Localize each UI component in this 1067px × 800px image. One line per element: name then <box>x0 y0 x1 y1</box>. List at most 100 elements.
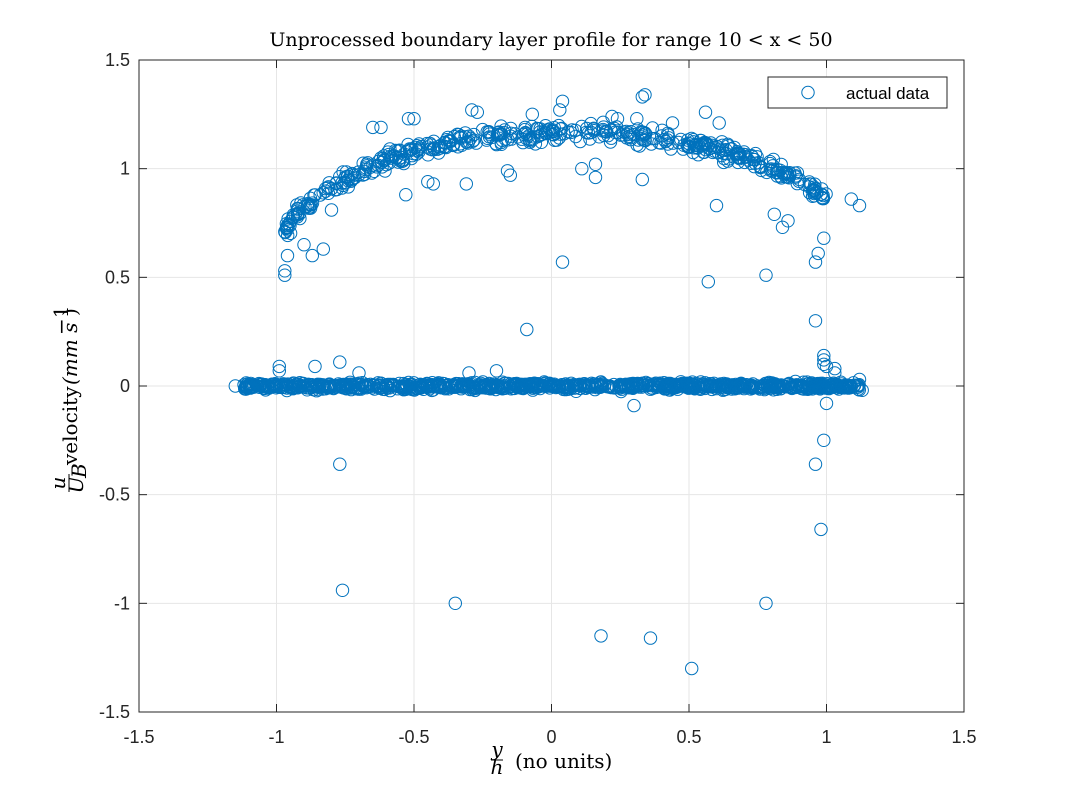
data-point <box>451 377 465 391</box>
data-point <box>465 380 479 394</box>
data-point <box>503 168 517 182</box>
data-point <box>446 138 461 152</box>
data-point <box>811 246 825 261</box>
data-point <box>596 122 610 137</box>
data-point <box>817 353 831 367</box>
data-point <box>665 380 679 394</box>
data-point <box>482 379 496 393</box>
data-point <box>673 377 688 391</box>
data-point <box>806 380 820 395</box>
data-point <box>329 176 343 191</box>
x-tick-label: -0.5 <box>398 727 429 747</box>
data-point <box>528 378 543 392</box>
data-point <box>610 112 625 126</box>
data-point <box>228 379 243 393</box>
data-point <box>830 379 844 393</box>
data-point <box>469 136 483 150</box>
y-tick-label: 0 <box>120 376 130 396</box>
data-point <box>763 156 777 171</box>
data-point <box>622 378 636 392</box>
data-point <box>341 169 355 184</box>
data-point <box>789 169 803 183</box>
data-point <box>520 127 534 142</box>
data-point <box>584 116 598 131</box>
data-point <box>581 126 596 140</box>
data-point <box>309 378 323 392</box>
data-point <box>638 88 652 102</box>
data-point <box>569 129 583 144</box>
x-tick-label: 1 <box>821 727 831 747</box>
data-point <box>654 136 668 150</box>
data-point <box>319 184 333 198</box>
data-point <box>828 366 842 380</box>
x-axis-label-fraction-denominator: h <box>491 755 504 779</box>
data-point <box>651 378 665 392</box>
data-point <box>298 199 312 214</box>
data-point <box>340 379 354 393</box>
data-point <box>594 629 608 643</box>
data-point <box>279 221 294 236</box>
data-point <box>852 372 867 387</box>
data-point <box>731 150 746 165</box>
data-point <box>370 160 384 174</box>
data-point <box>360 378 374 392</box>
data-point <box>366 120 380 135</box>
data-point <box>465 103 479 117</box>
data-point <box>817 433 831 447</box>
x-tick-label: 1.5 <box>951 727 976 747</box>
data-point <box>467 133 481 147</box>
data-point <box>533 125 547 139</box>
data-point <box>352 366 366 380</box>
data-point <box>485 381 499 395</box>
data-point <box>685 661 699 676</box>
data-point <box>726 379 741 393</box>
data-point <box>611 125 625 140</box>
data-point <box>657 381 671 395</box>
data-point <box>819 359 834 374</box>
data-point <box>316 242 330 256</box>
data-point <box>703 378 717 392</box>
data-point <box>716 146 731 160</box>
data-point <box>290 210 305 224</box>
data-point <box>705 380 719 394</box>
data-point <box>771 165 785 180</box>
data-point <box>808 255 823 269</box>
data-point <box>278 268 292 282</box>
data-point <box>423 136 437 151</box>
data-point <box>381 378 395 392</box>
data-point <box>808 314 823 328</box>
data-point <box>344 377 358 391</box>
data-point <box>462 129 476 143</box>
data-point <box>470 105 484 119</box>
data-point <box>791 379 805 393</box>
data-point <box>770 169 784 183</box>
data-point <box>375 160 389 174</box>
data-point <box>374 151 388 165</box>
data-point <box>390 382 405 396</box>
data-point <box>434 379 448 393</box>
data-point <box>616 380 630 394</box>
data-point <box>774 381 788 396</box>
data-point <box>322 176 336 190</box>
data-point <box>305 248 319 263</box>
y-tick-label: -1 <box>114 593 130 613</box>
y-axis-label-fraction-numerator: u <box>46 477 70 490</box>
data-point <box>844 192 858 206</box>
data-point <box>396 154 410 168</box>
x-axis-label-fraction-numerator: y <box>490 737 503 761</box>
data-point <box>709 198 724 213</box>
data-point <box>706 145 720 160</box>
data-point <box>308 359 322 374</box>
data-point <box>321 186 336 201</box>
data-point <box>534 379 548 393</box>
data-point <box>699 136 713 150</box>
data-point <box>715 135 729 149</box>
data-point <box>808 457 823 471</box>
data-point <box>766 152 781 167</box>
data-point <box>286 210 300 224</box>
data-point <box>648 378 662 392</box>
data-point <box>559 377 573 391</box>
data-point <box>712 116 726 130</box>
data-point <box>520 322 534 337</box>
